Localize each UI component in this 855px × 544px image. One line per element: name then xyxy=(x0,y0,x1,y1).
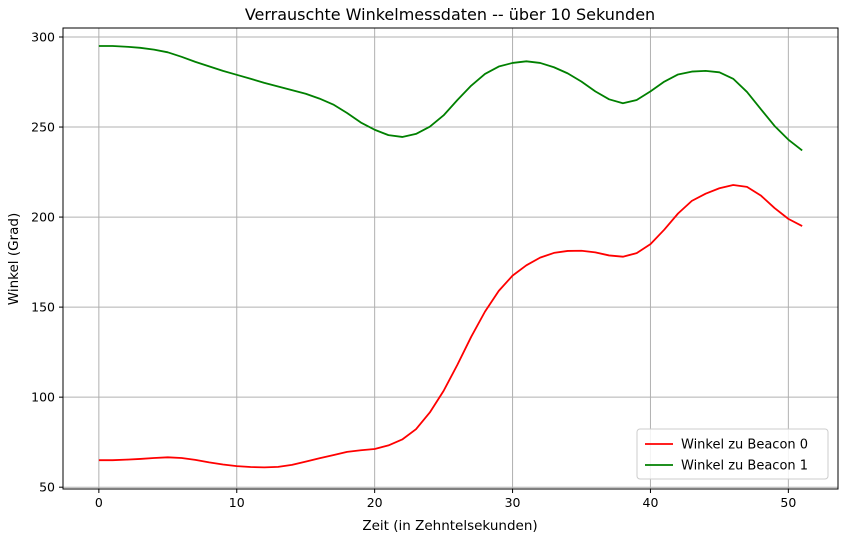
series-line-1 xyxy=(98,45,803,152)
plot-frame xyxy=(62,27,839,490)
y-tick-label: 100 xyxy=(31,390,55,405)
x-tick-label: 0 xyxy=(95,495,103,510)
legend-label-1: Winkel zu Beacon 1 xyxy=(681,459,808,474)
series-line-0 xyxy=(98,184,803,469)
y-tick-label: 200 xyxy=(31,210,55,225)
y-axis-label: Winkel (Grad) xyxy=(6,213,22,305)
x-tick-label: 10 xyxy=(229,495,245,510)
legend-label-0: Winkel zu Beacon 0 xyxy=(681,438,808,453)
x-tick-label: 30 xyxy=(505,495,521,510)
y-tick-label: 250 xyxy=(31,120,55,135)
x-tick-label: 40 xyxy=(643,495,659,510)
series-layer xyxy=(98,45,803,469)
y-tick-label: 150 xyxy=(31,300,55,315)
x-tick-label: 50 xyxy=(780,495,796,510)
legend-box xyxy=(636,428,829,480)
tick-layer: 0 10 20 30 40 50 50 100 150 200 250 300 xyxy=(31,30,796,510)
grid-layer xyxy=(63,28,838,489)
x-axis-label: Zeit (in Zehntelsekunden) xyxy=(362,518,537,534)
y-tick-label: 300 xyxy=(31,30,55,45)
legend: Winkel zu Beacon 0 Winkel zu Beacon 1 xyxy=(636,428,829,480)
y-tick-label: 50 xyxy=(39,480,55,495)
chart-title: Verrauschte Winkelmessdaten -- über 10 S… xyxy=(245,5,655,24)
x-tick-label: 20 xyxy=(367,495,383,510)
